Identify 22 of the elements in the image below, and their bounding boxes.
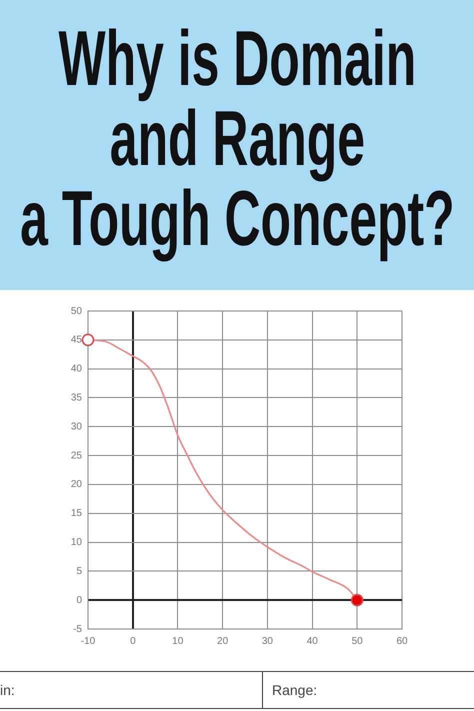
y-tick-label: 0 [76,594,82,606]
y-tick-label: 10 [70,537,82,548]
y-tick-label: 15 [70,508,82,520]
x-tick-label: 60 [396,636,408,647]
x-tick-label: 30 [262,636,274,647]
y-tick-label: 45 [70,334,82,346]
y-tick-label: 35 [70,392,82,404]
x-tick-label: 20 [217,636,229,647]
y-tick-label: 40 [70,364,82,375]
chart-title: Why is Domain and Range a Tough Concept? [20,14,454,262]
x-tick-label: 10 [172,636,184,647]
x-tick-label: 50 [352,636,364,647]
x-tick-label: 0 [130,636,136,647]
y-tick-label: 20 [70,479,82,490]
y-tick-label: 30 [70,421,82,432]
y-tick-label: -5 [73,624,82,635]
y-tick-label: 25 [70,450,82,462]
answer-table: in: Range: [0,671,474,709]
x-tick-label: -10 [80,636,96,647]
y-tick-label: 50 [70,306,82,317]
y-tick-label: 5 [76,566,82,577]
x-tick-label: 40 [306,636,318,647]
